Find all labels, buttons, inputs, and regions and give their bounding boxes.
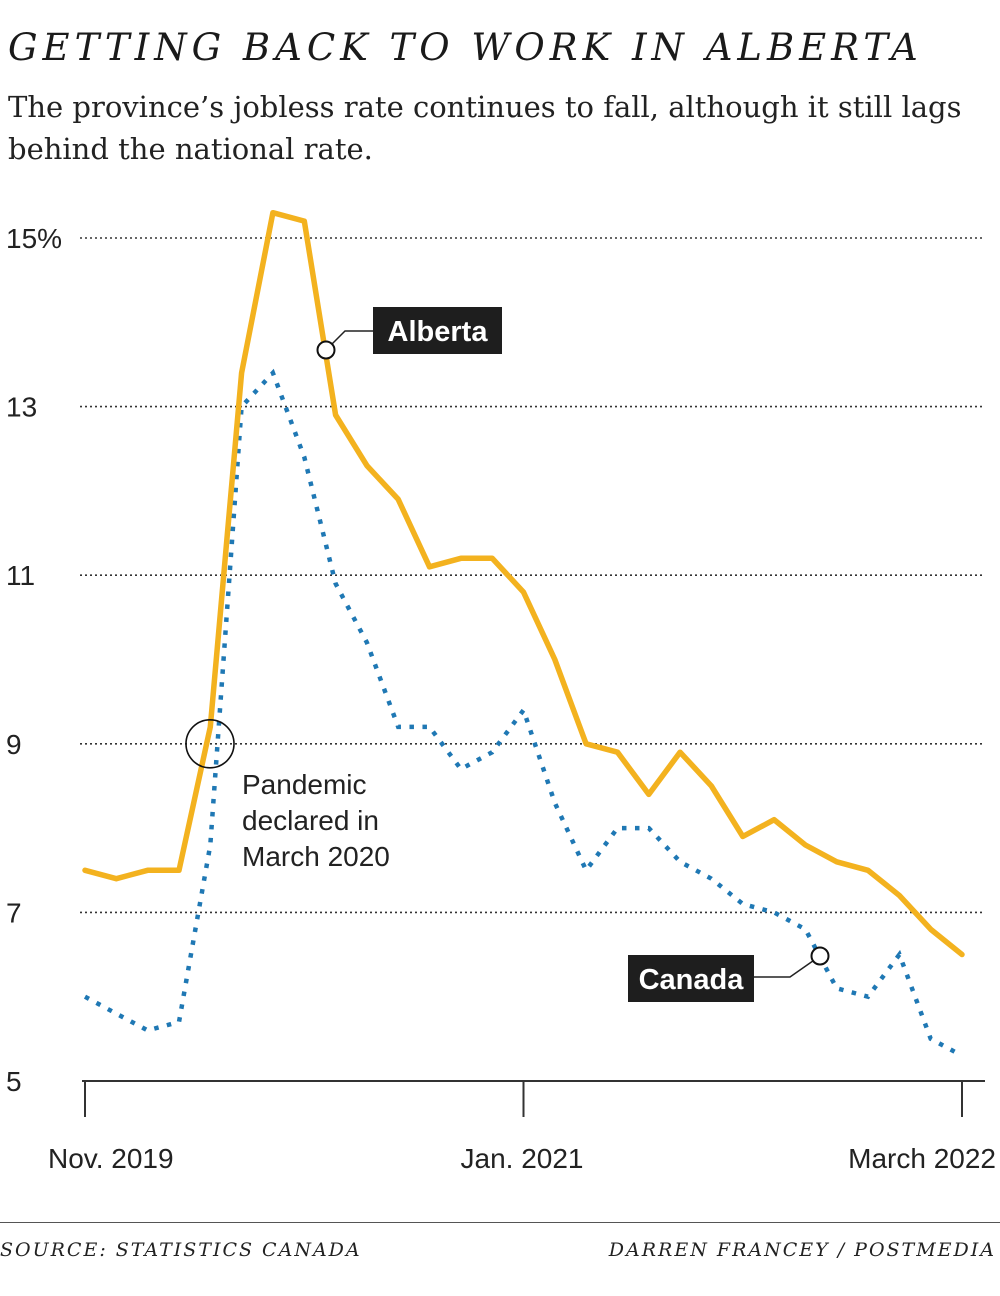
x-axis: Nov. 2019 Jan. 2021 March 2022 <box>48 1080 996 1174</box>
pandemic-annotation: Pandemic declared in March 2020 <box>242 769 390 872</box>
grid-lines <box>80 237 985 914</box>
canada-marker <box>810 946 830 966</box>
y-axis-labels: 5 7 9 11 13 15% <box>6 223 62 1097</box>
chart-subtitle: The province’s jobless rate continues to… <box>8 90 962 166</box>
chart-title: GETTING BACK TO WORK IN ALBERTA <box>8 26 923 69</box>
pandemic-annotation-line: March 2020 <box>242 841 390 872</box>
y-tick-label: 11 <box>6 560 35 591</box>
series-line-alberta <box>82 209 965 958</box>
y-tick-label: 7 <box>6 897 22 928</box>
footer-divider <box>0 1222 1000 1223</box>
alberta-tag-label: Alberta <box>388 316 489 348</box>
y-tick-label: 15% <box>6 223 62 254</box>
canada-leader-line <box>754 955 821 978</box>
pandemic-marker <box>185 718 235 769</box>
series-line-canada <box>83 368 964 1058</box>
series-lines <box>82 209 965 1058</box>
alberta-marker <box>316 340 336 360</box>
annotations: Alberta Canada Pandemic declared in March 20… <box>185 307 830 1002</box>
y-tick-label: 5 <box>6 1066 22 1097</box>
pandemic-annotation-line: declared in <box>242 805 379 836</box>
x-tick-label: March 2022 <box>848 1143 996 1174</box>
canada-tag <box>628 955 754 1002</box>
y-tick-label: 13 <box>6 392 37 423</box>
source-credit: SOURCE: STATISTICS CANADA <box>0 1239 362 1261</box>
canada-tag-label: Canada <box>639 964 745 996</box>
author-credit: DARREN FRANCEY / POSTMEDIA <box>608 1239 996 1261</box>
pandemic-annotation-line: Pandemic <box>242 769 367 800</box>
x-tick-label: Jan. 2021 <box>461 1143 584 1174</box>
alberta-tag <box>373 307 502 354</box>
x-tick-label: Nov. 2019 <box>48 1143 174 1174</box>
y-tick-label: 9 <box>6 729 22 760</box>
